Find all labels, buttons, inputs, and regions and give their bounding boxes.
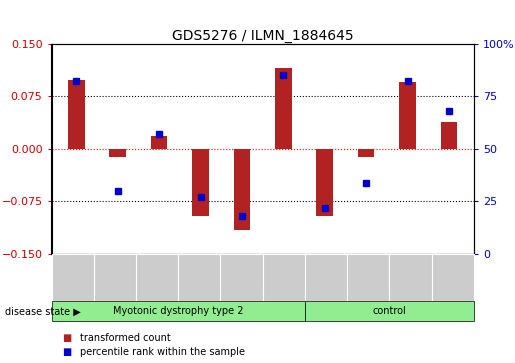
Text: ■: ■ xyxy=(62,347,71,357)
Text: ■: ■ xyxy=(62,333,71,343)
Bar xyxy=(275,68,291,149)
Bar xyxy=(358,149,374,157)
Bar xyxy=(234,149,250,229)
Bar xyxy=(192,149,209,216)
Title: GDS5276 / ILMN_1884645: GDS5276 / ILMN_1884645 xyxy=(172,29,353,42)
Bar xyxy=(151,136,167,149)
Text: disease state ▶: disease state ▶ xyxy=(5,306,81,316)
Text: control: control xyxy=(372,306,406,316)
Bar xyxy=(110,149,126,157)
Bar xyxy=(441,122,457,149)
Bar xyxy=(399,82,416,149)
Text: percentile rank within the sample: percentile rank within the sample xyxy=(80,347,245,357)
Text: Myotonic dystrophy type 2: Myotonic dystrophy type 2 xyxy=(113,306,244,316)
Bar xyxy=(68,80,84,149)
Bar xyxy=(317,149,333,216)
Text: transformed count: transformed count xyxy=(80,333,170,343)
